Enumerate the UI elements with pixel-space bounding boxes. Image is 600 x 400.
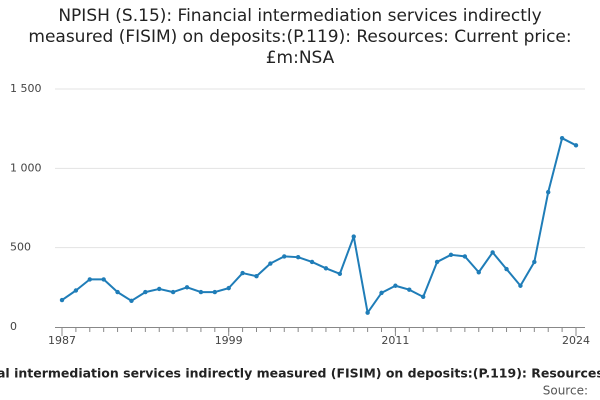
data-point <box>170 289 176 295</box>
data-point <box>254 274 259 279</box>
x-tick-label: 2024 <box>562 334 590 347</box>
chart-title: NPISH (S.15): Financial intermediation s… <box>28 6 572 68</box>
y-tick-label: 1 000 <box>10 161 42 174</box>
data-point <box>379 290 384 296</box>
y-tick-label: 0 <box>10 320 17 333</box>
data-point <box>73 288 79 293</box>
data-point <box>490 250 495 255</box>
data-point <box>295 254 301 260</box>
data-point <box>212 289 218 295</box>
data-point <box>323 266 329 271</box>
data-point <box>240 270 245 276</box>
x-tick-label: 1987 <box>48 334 76 347</box>
data-point <box>226 285 231 291</box>
x-tick-label: 2011 <box>381 334 409 347</box>
data-point <box>268 261 273 266</box>
data-point <box>143 289 148 295</box>
data-point <box>157 286 162 292</box>
data-point <box>546 189 551 195</box>
x-axis-label: al intermediation services indirectly me… <box>0 366 600 381</box>
data-point <box>365 310 370 315</box>
data-point <box>198 289 204 295</box>
data-point <box>101 277 106 282</box>
data-point <box>462 254 468 259</box>
data-point <box>184 285 190 290</box>
source: Source: <box>543 384 588 398</box>
x-tick-label: 1999 <box>215 334 243 347</box>
data-point <box>532 259 537 265</box>
y-tick-label: 500 <box>10 241 31 254</box>
data-point <box>573 143 579 148</box>
data-point <box>351 234 356 239</box>
data-point <box>337 271 343 277</box>
data-point <box>434 259 440 265</box>
data-point <box>504 266 509 272</box>
data-point <box>448 252 454 258</box>
data-point <box>282 254 287 259</box>
y-tick-label: 1 500 <box>10 82 42 95</box>
data-point <box>115 289 120 295</box>
data-point <box>59 297 65 303</box>
data-point <box>309 259 315 265</box>
data-point <box>518 283 523 288</box>
data-point <box>559 135 565 141</box>
data-point <box>420 294 426 300</box>
data-point <box>476 270 481 275</box>
data-point <box>87 277 92 282</box>
data-point <box>393 283 398 288</box>
series-line <box>61 137 577 314</box>
data-point <box>129 298 134 304</box>
data-point <box>407 287 412 292</box>
